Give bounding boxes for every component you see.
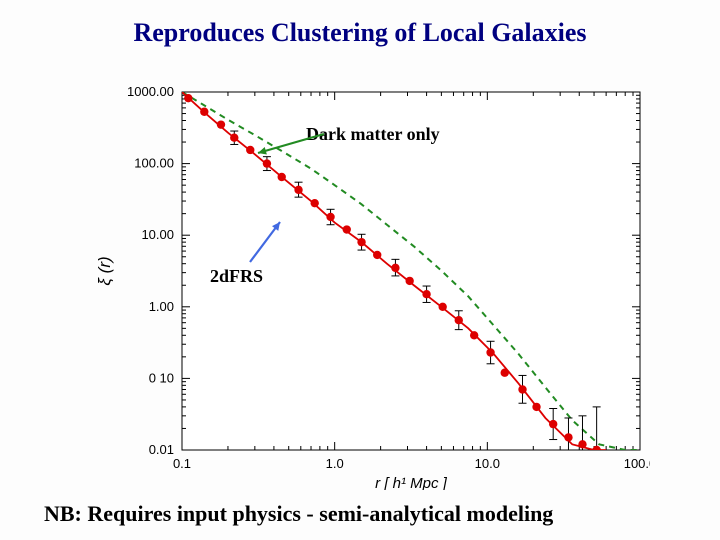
annotation-arrows — [0, 0, 720, 540]
